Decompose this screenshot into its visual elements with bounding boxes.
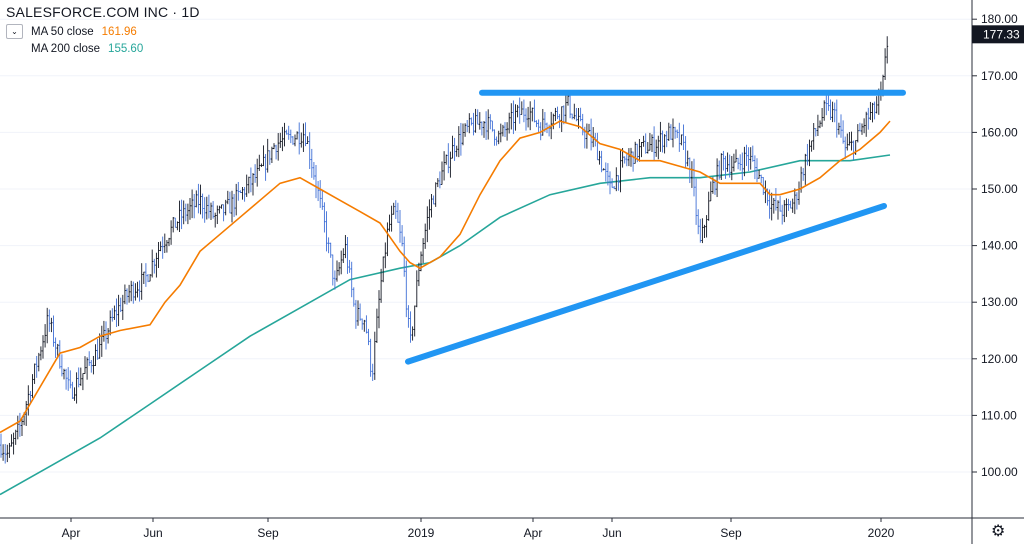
y-tick-label: 120.00 <box>981 352 1018 366</box>
y-tick-label: 160.00 <box>981 125 1018 139</box>
y-tick-label: 110.00 <box>981 408 1017 422</box>
x-tick-label: 2019 <box>408 526 435 540</box>
y-tick-label: 140.00 <box>981 239 1018 253</box>
ma200-line <box>0 154 891 496</box>
price-axis: 100.00 110.00 120.00 130.00 140.00 150.00 160.… <box>972 12 1018 479</box>
x-tick-label: Sep <box>720 526 742 540</box>
last-price-tag-bg <box>972 25 1024 44</box>
x-tick-label: Jun <box>602 526 621 540</box>
ma200-value: 155.60 <box>108 43 144 55</box>
last-price-tag: 177.33 <box>972 25 1024 44</box>
ma50-line-layer <box>0 120 891 434</box>
ma50-label: MA 50 close <box>31 25 94 38</box>
ma200-line-layer <box>0 154 891 496</box>
legend-ma50-row[interactable]: ⌄ MA 50 close 161.96 <box>6 24 200 39</box>
trendlines <box>405 89 906 365</box>
y-tick-label: 170.00 <box>981 69 1018 83</box>
x-tick-label: Sep <box>257 526 279 540</box>
x-tick-label: 2020 <box>868 526 895 540</box>
chart-legend: SALESFORCE.COM INC · 1D ⌄ MA 50 close 16… <box>6 4 200 55</box>
ma200-label: MA 200 close <box>31 43 101 55</box>
chevron-down-icon[interactable]: ⌄ <box>6 24 23 39</box>
ma50-value: 161.96 <box>101 25 137 38</box>
time-axis: Apr Jun Sep 2019 Apr Jun Sep 2020 <box>62 518 895 540</box>
x-tick-label: Apr <box>524 526 543 540</box>
support-trendline <box>405 202 887 365</box>
y-tick-label: 130.00 <box>981 295 1018 309</box>
gear-icon[interactable]: ⚙ <box>991 521 1006 540</box>
grid <box>0 18 972 473</box>
ma50-line <box>0 120 891 434</box>
last-price-label: 177.33 <box>983 27 1020 41</box>
legend-title: SALESFORCE.COM INC · 1D <box>6 4 200 20</box>
y-tick-label: 180.00 <box>981 12 1018 26</box>
x-tick-label: Jun <box>143 526 162 540</box>
y-tick-label: 150.00 <box>981 182 1018 196</box>
legend-ma200-row[interactable]: MA 200 close 155.60 <box>6 43 200 55</box>
ohlc-bars <box>0 36 889 464</box>
y-tick-label: 100.00 <box>981 465 1018 479</box>
x-tick-label: Apr <box>62 526 81 540</box>
